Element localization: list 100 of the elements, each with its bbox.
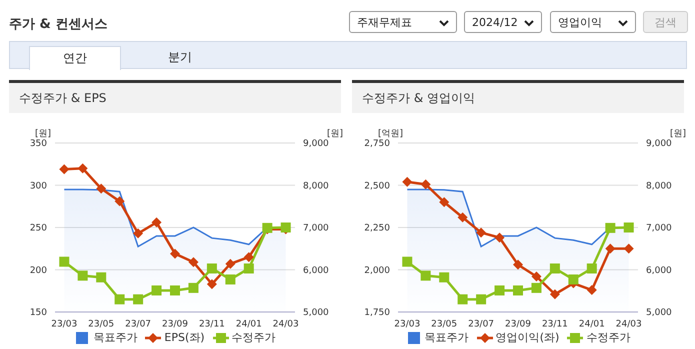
y2-tick-label: 6,000 <box>646 266 672 276</box>
point <box>513 260 523 270</box>
y2-tick-label: 7,000 <box>646 224 672 234</box>
x-tick-label: 23/05 <box>88 319 114 330</box>
y-tick-label: 150 <box>30 308 48 318</box>
point <box>170 285 180 296</box>
y2-tick-label: 9,000 <box>646 139 672 150</box>
y2-tick-label: 8,000 <box>303 181 330 192</box>
legend-label: 목표주가 <box>93 330 138 345</box>
chart-title: 수정주가 & 영업이익 <box>352 83 684 113</box>
point <box>133 228 144 238</box>
point <box>188 282 198 293</box>
text: 영업이익 <box>550 11 636 33</box>
point <box>420 270 431 281</box>
point <box>568 274 578 284</box>
point <box>59 164 70 174</box>
y-tick-label: 350 <box>30 139 48 150</box>
point <box>586 263 597 274</box>
point <box>225 274 236 284</box>
point <box>550 263 560 274</box>
point <box>439 272 450 282</box>
point <box>78 270 88 281</box>
point <box>96 272 106 282</box>
x-tick-label: 23/11 <box>198 319 225 330</box>
point <box>225 258 236 269</box>
y-tick-label: 2,750 <box>364 139 390 150</box>
point <box>244 252 254 262</box>
x-tick-label: 23/09 <box>505 319 532 330</box>
x-tick-label: 24/03 <box>616 319 642 330</box>
x-tick-label: 23/11 <box>542 319 568 330</box>
legend-label: 수정주가 <box>232 330 276 345</box>
point <box>402 176 412 187</box>
point <box>624 244 634 254</box>
point <box>402 256 412 267</box>
x-tick-label: 23/03 <box>394 319 420 330</box>
point <box>439 197 450 208</box>
point <box>206 263 217 274</box>
point <box>476 228 486 238</box>
y2-tick-label: 9,000 <box>303 139 330 150</box>
y-tick-label: 2,000 <box>364 266 390 276</box>
chart-title: 수정주가 & EPS <box>9 83 341 113</box>
point <box>586 285 597 296</box>
x-tick-label: 24/01 <box>236 319 262 330</box>
x-tick-label: 24/03 <box>272 319 299 330</box>
point <box>605 244 616 254</box>
point <box>550 289 560 300</box>
y-axis-title: [억원] <box>378 128 404 139</box>
legend-label: 목표주가 <box>424 330 469 345</box>
y-tick-label: 2,250 <box>364 224 390 234</box>
y-tick-label: 200 <box>30 266 48 276</box>
x-tick-label: 23/05 <box>431 319 458 330</box>
point <box>531 282 542 293</box>
point <box>188 257 198 268</box>
x-tick-label: 23/07 <box>468 319 494 330</box>
text: 주가 & 컨센서스 <box>9 16 108 33</box>
text: 주재무제표 <box>349 11 457 33</box>
point <box>59 256 70 267</box>
y-tick-label: 250 <box>30 224 48 234</box>
x-tick-label: 24/01 <box>578 319 605 330</box>
point <box>206 279 217 290</box>
legend-label: 영업이익(좌) <box>496 330 560 345</box>
point <box>531 272 542 282</box>
y2-tick-label: 7,000 <box>303 224 330 234</box>
point <box>605 222 616 233</box>
point <box>624 222 634 232</box>
point <box>244 263 254 274</box>
point <box>114 196 125 206</box>
point <box>96 184 106 194</box>
point <box>494 232 505 243</box>
text: 연간 <box>29 46 121 70</box>
text: 검색 <box>643 11 688 33</box>
x-tick-label: 23/03 <box>51 319 78 330</box>
point <box>458 294 468 304</box>
point <box>170 248 180 259</box>
text: 2024/12 <box>464 11 542 33</box>
point <box>133 294 144 304</box>
y2-tick-label: 8,000 <box>646 181 672 192</box>
text: 분기 <box>167 49 193 66</box>
y2-tick-label: 6,000 <box>303 266 330 276</box>
x-tick-label: 23/09 <box>162 319 188 330</box>
point <box>114 294 125 304</box>
point <box>458 212 468 222</box>
x-tick-label: 23/07 <box>125 319 152 330</box>
y-tick-label: 2,500 <box>364 181 390 192</box>
y-axis-title: [원] <box>35 128 52 139</box>
y2-tick-label: 5,000 <box>303 308 330 318</box>
point <box>78 163 88 174</box>
y2-axis-title: [원] <box>327 128 344 139</box>
point <box>476 294 486 304</box>
point <box>513 285 523 296</box>
y2-axis-title: [원] <box>670 128 686 139</box>
legend-label: EPS(좌) <box>164 330 205 345</box>
point <box>494 285 505 296</box>
point <box>152 285 162 296</box>
point <box>420 179 431 190</box>
y-tick-label: 300 <box>30 181 48 192</box>
point <box>152 217 162 228</box>
y2-tick-label: 5,000 <box>646 308 672 318</box>
y-tick-label: 1,750 <box>364 308 390 318</box>
legend-label: 수정주가 <box>586 330 630 345</box>
